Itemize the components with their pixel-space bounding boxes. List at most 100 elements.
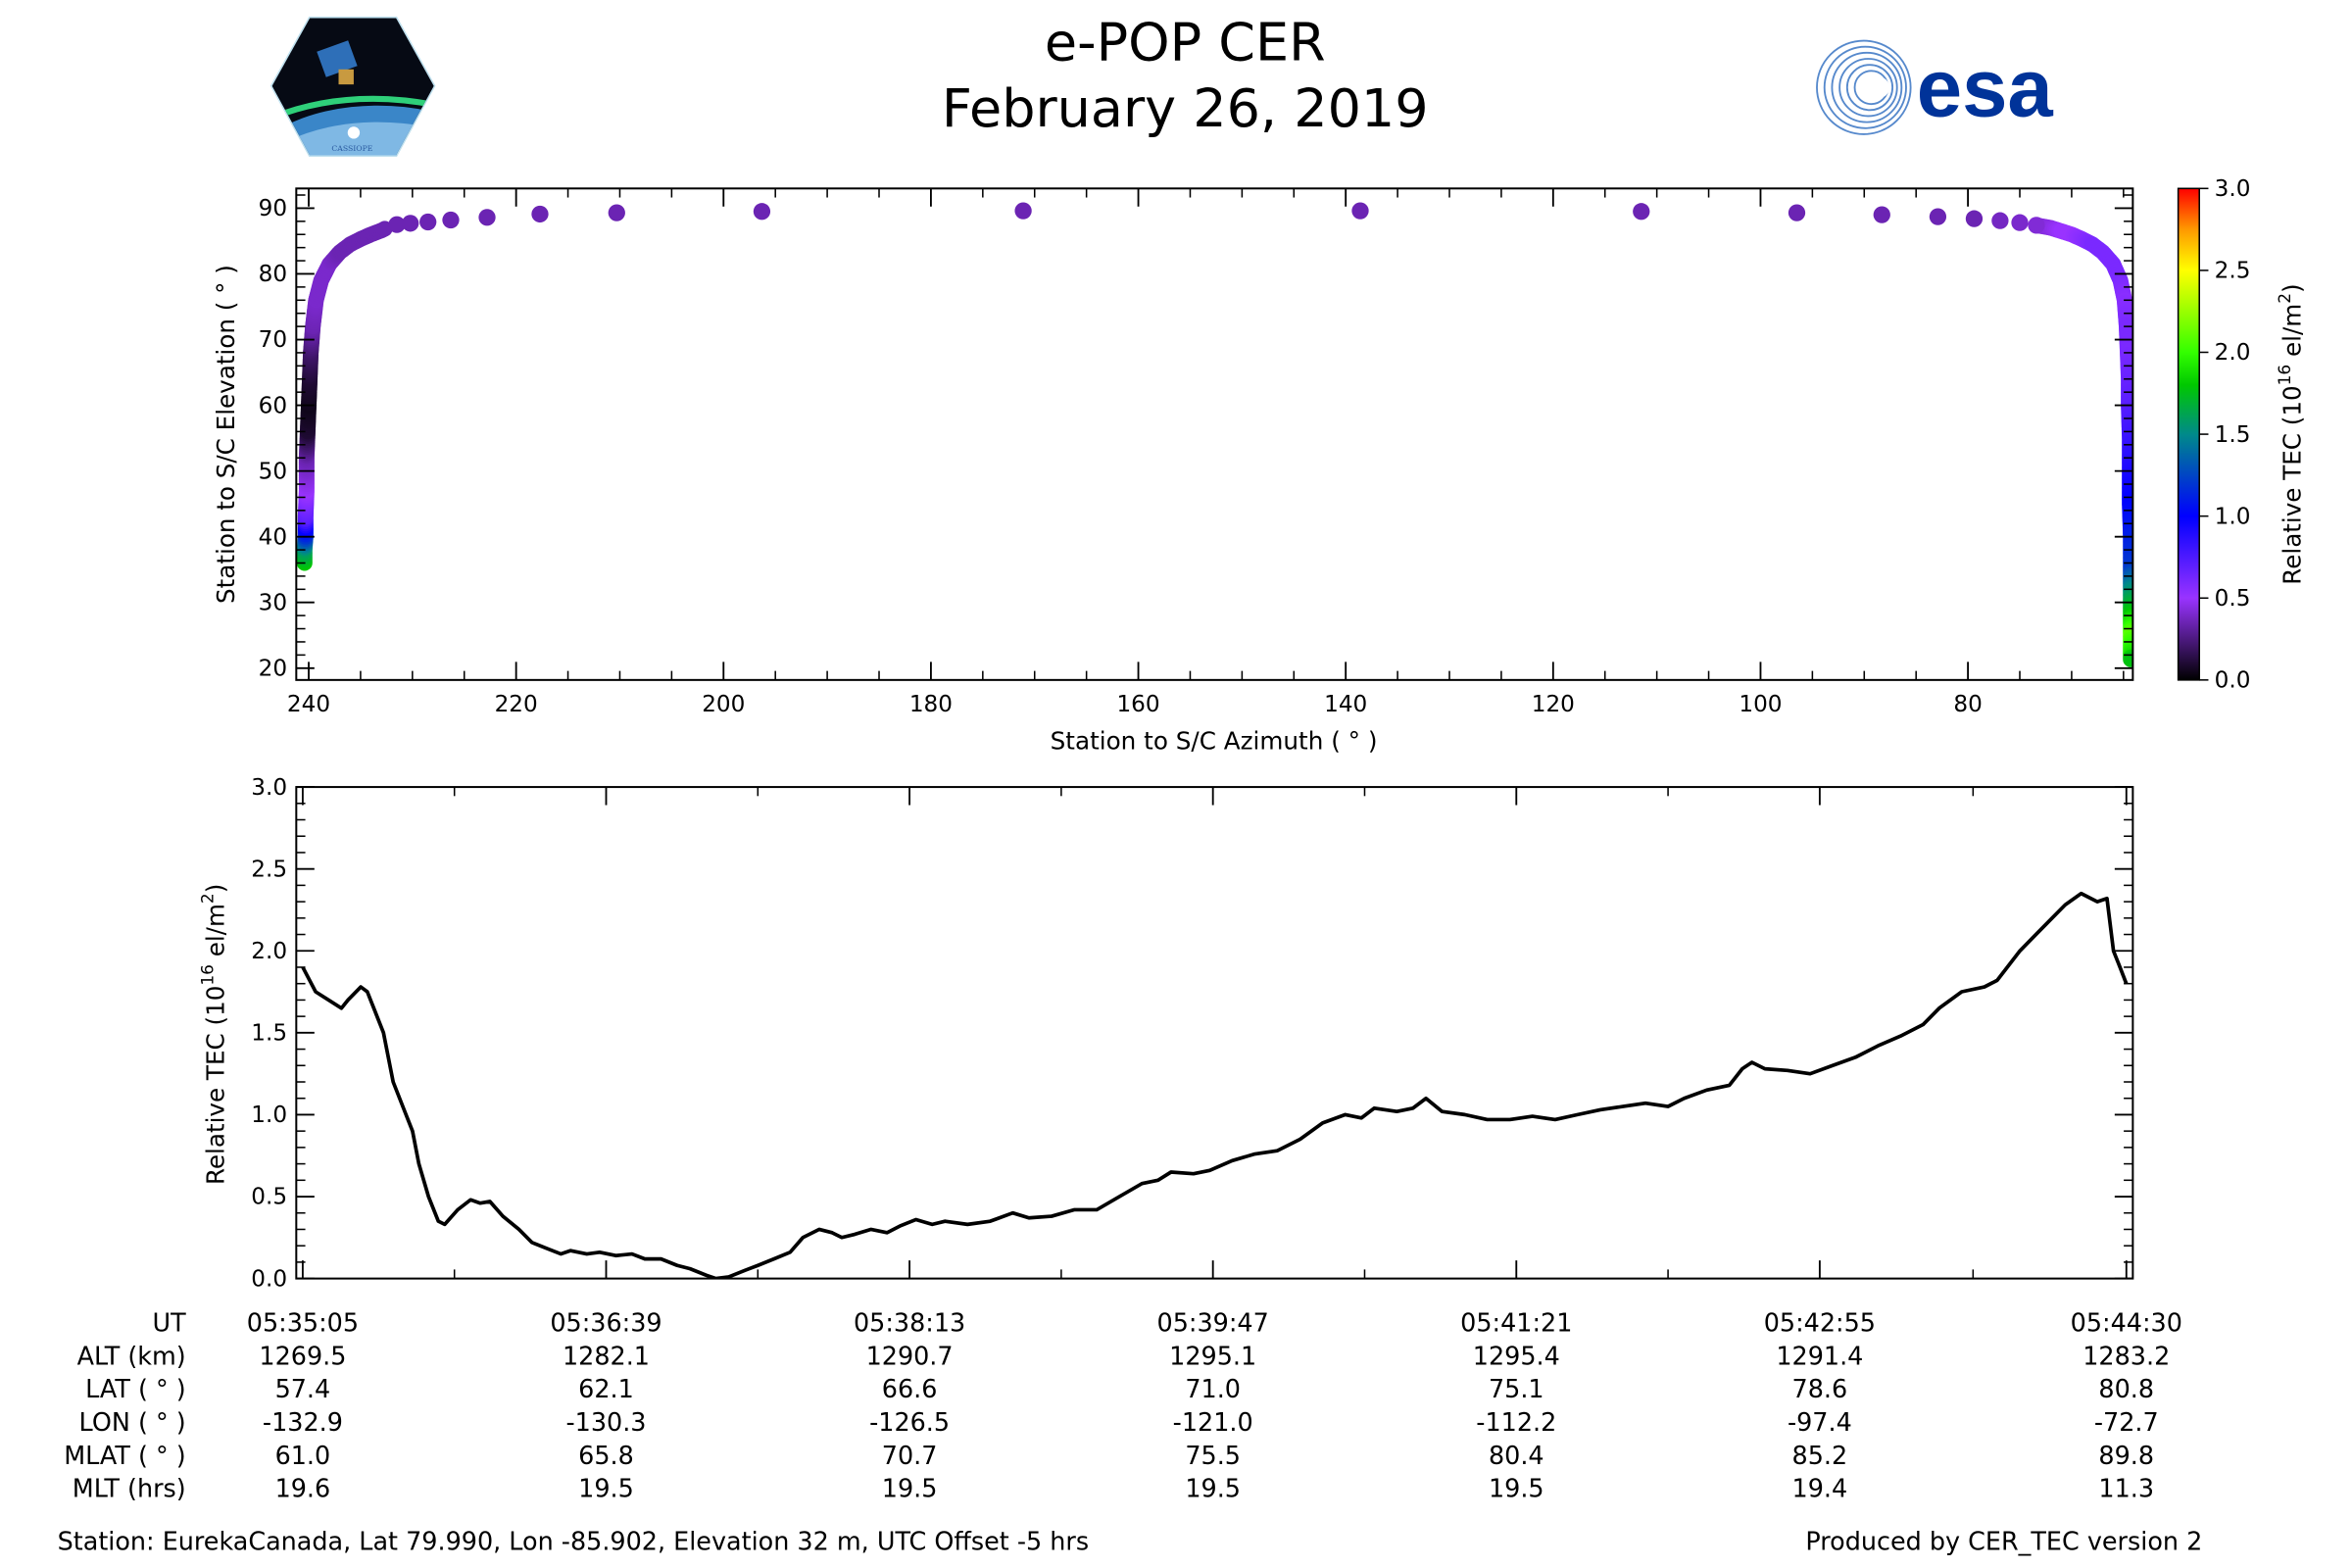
y-tick-label: 70	[259, 327, 287, 353]
y-tick-label: 1.0	[251, 1102, 287, 1128]
pass-point	[1929, 208, 1947, 225]
satellite-icon	[317, 40, 358, 77]
y-tick-label: 20	[259, 656, 287, 681]
y-tick-label: 0.5	[251, 1185, 287, 1210]
tec-series-line	[301, 891, 2129, 1279]
table-cell: 19.5	[578, 1474, 634, 1503]
y-tick-label: 0.0	[251, 1266, 287, 1292]
table-cell: 05:36:39	[550, 1307, 662, 1337]
y-tick-label: 40	[259, 524, 287, 550]
table-cell: 05:35:05	[247, 1307, 359, 1337]
table-row-label: UT	[153, 1307, 187, 1337]
pass-point	[753, 203, 771, 220]
x-tick-label: 80	[1953, 692, 1982, 717]
x-tick-label: 240	[287, 692, 330, 717]
colorbar-tick-label: 2.0	[2215, 340, 2251, 366]
cassiope-logo: CASSIOPE	[270, 16, 436, 157]
page-title: e-POP CER	[1045, 12, 1326, 74]
tec-time-plot: 0.0 0.5 1.0 1.5 2.0 2.5 3.0 Relative TEC (1016…	[197, 775, 2134, 1292]
table-cell: -97.4	[1788, 1407, 1852, 1437]
page-date: February 26, 2019	[942, 77, 1429, 139]
table-cell: 71.0	[1185, 1374, 1241, 1403]
esa-logo: esa	[1816, 39, 2054, 135]
top-plot-ticks: 240 220 200 180 160 140 120 100 80 20 30 40 50 60 70 80…	[259, 188, 2133, 717]
bottom-plot-ticks: 0.0 0.5 1.0 1.5 2.0 2.5 3.0	[251, 775, 2133, 1292]
pass-point	[531, 205, 549, 223]
esa-logo-text: esa	[1917, 43, 2054, 134]
elevation-azimuth-plot: 240 220 200 180 160 140 120 100 80 20 30 40 50 60 70 80…	[212, 187, 2134, 756]
y-tick-label: 1.5	[251, 1021, 287, 1047]
y-tick-label: 2.5	[251, 857, 287, 882]
table-cell: 75.5	[1185, 1441, 1241, 1470]
table-cell: 19.5	[882, 1474, 938, 1503]
table-cell: -126.5	[869, 1407, 950, 1437]
table-row-label: LON ( ° )	[79, 1407, 186, 1437]
colorbar-gradient	[2177, 187, 2200, 681]
table-cell: 05:41:21	[1460, 1307, 1572, 1337]
colorbar-tick-label: 1.0	[2215, 504, 2251, 529]
table-cell: 11.3	[2098, 1474, 2154, 1503]
pass-point	[2028, 217, 2045, 234]
colorbar-tick-label: 0.0	[2215, 668, 2251, 694]
x-tick-label: 200	[702, 692, 745, 717]
pass-point	[1351, 202, 1369, 220]
pass-point	[478, 209, 496, 226]
pass-points	[296, 202, 2133, 667]
y-tick-label: 80	[259, 262, 287, 287]
table-cell: 65.8	[578, 1441, 634, 1470]
table-cell: 19.6	[275, 1474, 331, 1503]
table-cell: 66.6	[882, 1374, 938, 1403]
x-tick-label: 220	[495, 692, 538, 717]
elevation-axis-label: Station to S/C Elevation ( ° )	[212, 265, 240, 604]
pass-point	[1633, 203, 1650, 220]
top-plot-frame	[295, 187, 2134, 681]
azimuth-axis-label: Station to S/C Azimuth ( ° )	[1051, 727, 1378, 756]
ephemeris-table: UT 05:35:05 05:36:39 05:38:13 05:39:47 05:41:…	[64, 1307, 2182, 1502]
table-cell: -132.9	[263, 1407, 343, 1437]
tec-axis-label: Relative TEC (1016 el/m2)	[197, 884, 229, 1185]
table-cell: 61.0	[275, 1441, 331, 1470]
table-cell: 05:39:47	[1157, 1307, 1269, 1337]
y-tick-label: 90	[259, 196, 287, 221]
table-cell: 1290.7	[866, 1341, 954, 1370]
table-cell: 19.5	[1185, 1474, 1241, 1503]
table-cell: 70.7	[882, 1441, 938, 1470]
table-cell: 19.5	[1489, 1474, 1544, 1503]
y-tick-label: 60	[259, 393, 287, 418]
table-cell: 1269.5	[259, 1341, 346, 1370]
bottom-plot-frame	[295, 786, 2134, 1280]
y-tick-label: 50	[259, 459, 287, 484]
pass-point	[1991, 212, 2009, 229]
table-cell: 1283.2	[2082, 1341, 2170, 1370]
pass-point	[1873, 206, 1890, 223]
table-cell: -72.7	[2094, 1407, 2159, 1437]
colorbar: 0.0 0.5 1.0 1.5 2.0 2.5 3.0 Relative TEC (1016…	[2177, 176, 2307, 694]
table-cell: 19.4	[1792, 1474, 1848, 1503]
y-tick-label: 30	[259, 590, 287, 615]
table-cell: 78.6	[1792, 1374, 1848, 1403]
table-cell: 05:38:13	[854, 1307, 965, 1337]
table-cell: 1295.1	[1169, 1341, 1256, 1370]
pass-point	[1788, 204, 1806, 221]
table-cell: 89.8	[2098, 1441, 2154, 1470]
colorbar-tick-label: 0.5	[2215, 586, 2251, 612]
x-tick-label: 160	[1116, 692, 1159, 717]
x-tick-label: 140	[1324, 692, 1367, 717]
table-cell: -121.0	[1173, 1407, 1253, 1437]
table-row-label: LAT ( ° )	[85, 1374, 186, 1403]
cassiope-logo-text: CASSIOPE	[331, 144, 372, 153]
y-tick-label: 3.0	[251, 775, 287, 801]
table-cell: -112.2	[1476, 1407, 1556, 1437]
colorbar-ticks: 0.0 0.5 1.0 1.5 2.0 2.5 3.0	[2199, 176, 2250, 694]
colorbar-label: Relative TEC (1016 el/m2)	[2275, 283, 2307, 584]
x-tick-label: 180	[909, 692, 953, 717]
table-cell: 05:42:55	[1764, 1307, 1876, 1337]
x-tick-label: 100	[1739, 692, 1782, 717]
table-cell: 05:44:30	[2071, 1307, 2182, 1337]
colorbar-tick-label: 1.5	[2215, 422, 2251, 448]
pass-point	[2011, 214, 2029, 231]
station-info: Station: EurekaCanada, Lat 79.990, Lon -…	[58, 1527, 1090, 1556]
table-row-label: MLAT ( ° )	[64, 1441, 186, 1470]
table-cell: 80.8	[2098, 1374, 2154, 1403]
produced-by: Produced by CER_TEC version 2	[1805, 1527, 2202, 1556]
